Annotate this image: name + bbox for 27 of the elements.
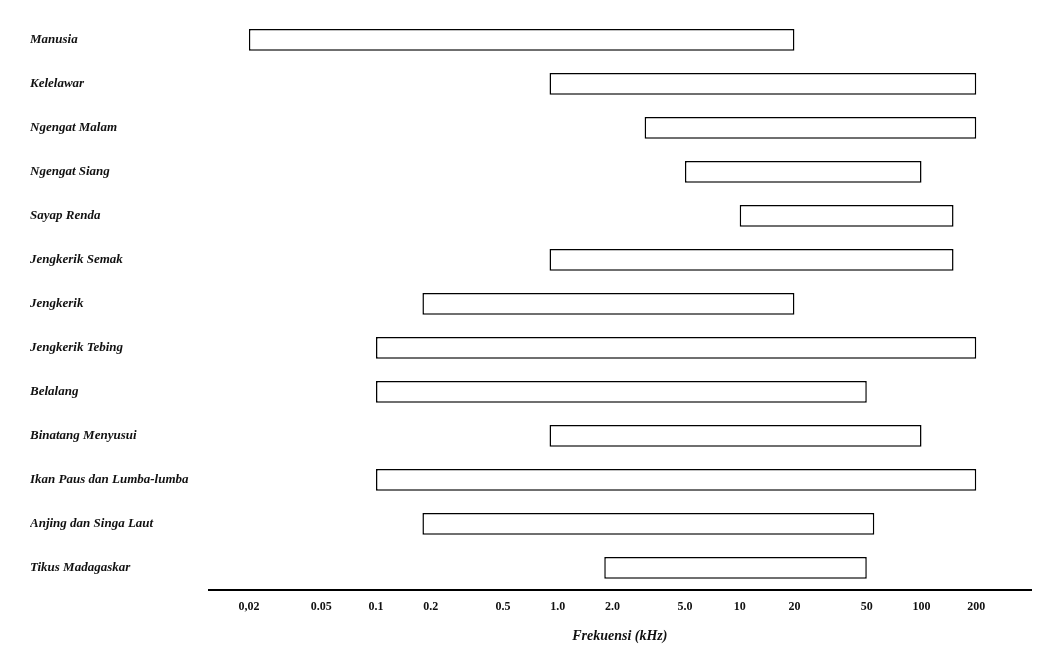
y-tick-label: Ngengat Siang	[29, 163, 111, 179]
x-tick-label: 0.2	[423, 599, 439, 614]
x-tick-label: 0.1	[368, 599, 384, 614]
y-tick-label: Ngengat Malam	[29, 119, 118, 135]
y-tick-label: Binatang Menyusui	[29, 427, 137, 443]
x-tick-label: 100	[912, 599, 931, 614]
x-tick-label: 0.5	[495, 599, 511, 614]
y-tick-label: Ikan Paus dan Lumba-lumba	[29, 471, 190, 487]
x-tick-label: 50	[860, 599, 873, 614]
x-tick-label: 0.05	[310, 599, 332, 614]
y-tick-label: Jengkerik Tebing	[29, 339, 124, 355]
y-tick-label: Tikus Madagaskar	[30, 559, 132, 575]
x-axis-title: Frekuensi (kHz)	[571, 628, 668, 645]
y-tick-label: Belalang	[29, 383, 79, 399]
y-tick-label: Kelelawar	[29, 75, 86, 91]
x-tick-label: 10	[733, 599, 746, 614]
y-tick-label: Anjing dan Singa Laut	[29, 515, 154, 531]
x-tick-label: 200	[967, 599, 986, 614]
x-tick-label: 1.0	[550, 599, 566, 614]
x-tick-label: 2.0	[605, 599, 621, 614]
x-tick-label: 5.0	[677, 599, 693, 614]
y-tick-label: Jengkerik Semak	[29, 251, 124, 267]
x-tick-label: 0,02	[238, 599, 260, 614]
y-tick-label: Sayap Renda	[30, 207, 101, 223]
y-tick-label: Jengkerik	[29, 295, 84, 311]
y-tick-label: Manusia	[29, 31, 79, 47]
x-tick-label: 20	[788, 599, 801, 614]
